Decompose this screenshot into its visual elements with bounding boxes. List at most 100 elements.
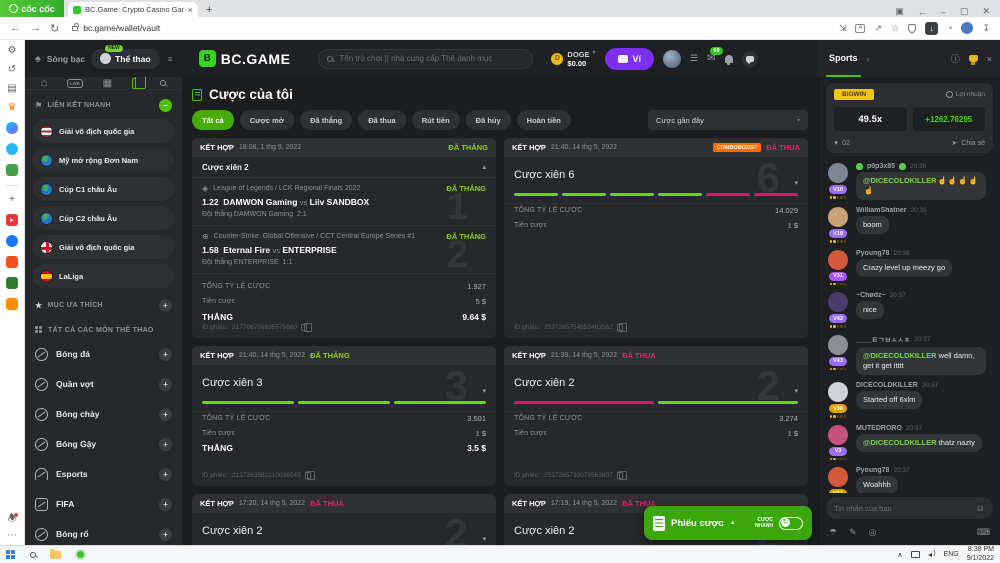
bookmark-star-icon[interactable]: ☆ <box>890 22 900 33</box>
chat-toggle-button[interactable] <box>741 50 758 67</box>
bet-card-expanded[interactable]: KẾT HỢP 18:08, 1 thg 9, 2022 ĐÃ THẮNG Cư… <box>192 138 496 338</box>
notifications-bell-icon[interactable]: 🕭 <box>7 513 19 524</box>
live-tab[interactable]: LIVE <box>67 78 84 88</box>
quick-link-item[interactable]: Mỹ mở rộng Đơn Nam <box>33 148 174 172</box>
emoji-smiley-icon[interactable]: ☺ <box>975 503 985 513</box>
network-icon[interactable] <box>910 551 920 558</box>
hot-crown-icon[interactable]: ♛ <box>7 102 17 113</box>
username[interactable]: DICECOLDKILLER <box>856 382 918 389</box>
expand-icon[interactable]: ▾ <box>794 388 798 395</box>
reload-icon[interactable]: ↻ <box>50 22 60 35</box>
expand-sport-button[interactable]: + <box>159 527 172 541</box>
send-to-device-icon[interactable]: ⇲ <box>838 22 847 33</box>
shared-win-card[interactable]: BIGWIN Lợi nhuận 49.5x +1262.76295 ♥ 02 … <box>826 83 993 153</box>
messenger-icon[interactable] <box>6 122 18 134</box>
username[interactable]: MUTEDRORO <box>856 424 902 432</box>
expand-sport-button[interactable]: + <box>159 497 172 511</box>
expand-sport-button[interactable]: + <box>159 407 172 421</box>
filter-pill[interactable]: Rút tiền <box>411 110 460 130</box>
expand-sport-button[interactable]: + <box>159 467 172 481</box>
more-dots-icon[interactable]: ⋯ <box>7 530 17 541</box>
casino-mode-label[interactable]: Sòng bạc <box>46 53 86 64</box>
screenshot-icon[interactable]: ▣ <box>895 6 904 16</box>
inbox-mail-icon[interactable]: ✉ 99 <box>707 47 723 64</box>
close-button[interactable]: ✕ <box>982 6 990 16</box>
menu-hamburger-icon[interactable]: ≡ <box>167 53 173 64</box>
bet-card[interactable]: KẾT HỢP 21:39, 14 thg 5, 2022 ĐÃ THUA Cư… <box>504 346 808 486</box>
balance-selector[interactable]: D DOGE ▾ $0.00 <box>551 50 596 68</box>
sidebar-search-icon[interactable] <box>160 80 167 86</box>
my-bets-icon[interactable] <box>131 77 146 89</box>
quick-link-item[interactable]: LaLiga <box>33 264 174 288</box>
sports-mode-toggle[interactable]: Thể thao NEW <box>91 44 160 69</box>
browser-profile-avatar[interactable] <box>961 22 974 34</box>
avatar[interactable] <box>828 249 848 270</box>
download-active-icon[interactable]: ↓ <box>925 21 939 35</box>
adblock-shield-icon[interactable] <box>908 23 917 33</box>
tab-sports[interactable]: Sports <box>826 40 861 77</box>
add-shortcut-icon[interactable]: + <box>9 194 15 205</box>
cart-icon[interactable] <box>6 298 18 310</box>
rain-tip-icon[interactable]: ☂ <box>829 526 838 537</box>
heart-icon[interactable]: ♥ <box>834 139 839 147</box>
share-button[interactable]: ➤ Chia sẻ <box>951 139 985 148</box>
account-menu-icon[interactable]: ☰ <box>690 53 699 63</box>
expand-sport-button[interactable]: + <box>159 347 172 361</box>
avatar[interactable] <box>828 292 848 313</box>
betslip-button[interactable]: Phiếu cược ▲ CƯỢC NHANH <box>644 506 812 540</box>
volume-icon[interactable] <box>927 550 936 558</box>
copy-icon[interactable] <box>304 470 316 480</box>
close-panel-icon[interactable]: × <box>986 53 992 64</box>
sidebar-sport-item[interactable]: Bóng đá + <box>25 339 182 369</box>
avatar[interactable] <box>828 163 848 183</box>
quick-link-item[interactable]: Giải vô địch quốc gia <box>33 119 174 143</box>
quick-link-item[interactable]: Cúp C2 châu Âu <box>33 206 174 230</box>
username[interactable]: ~Chødz~ <box>856 292 886 300</box>
history-icon[interactable]: ↺ <box>7 64 17 75</box>
zalo-icon[interactable] <box>6 143 18 155</box>
coin-drop-icon[interactable]: ◎ <box>868 526 877 537</box>
quick-link-item[interactable]: Giải vô địch quốc gia <box>33 235 174 259</box>
browser-tab[interactable]: BC.Game: Crypto Casino Gan × <box>68 2 198 17</box>
tray-expand-icon[interactable]: ∧ <box>897 551 903 559</box>
filter-pill[interactable]: Cược mở <box>239 110 295 130</box>
copy-icon[interactable] <box>616 470 628 480</box>
settings-gear-icon[interactable]: ⚙ <box>7 45 17 56</box>
sidebar-sport-item[interactable]: FIFA + <box>25 489 182 519</box>
quick-link-item[interactable]: Cúp C1 châu Âu <box>33 177 174 201</box>
avatar[interactable] <box>828 424 848 445</box>
bell-icon[interactable] <box>724 54 733 65</box>
lottery-icon[interactable] <box>6 277 18 289</box>
expand-sport-button[interactable]: + <box>159 377 172 391</box>
expand-icon[interactable]: ▾ <box>482 536 486 543</box>
new-tab-button[interactable]: + <box>206 4 213 16</box>
start-button[interactable] <box>6 549 16 560</box>
trophy-icon[interactable] <box>968 55 978 65</box>
home-icon[interactable]: ⌂ <box>40 77 48 89</box>
add-favorite-button[interactable]: + <box>159 299 172 312</box>
avatar[interactable] <box>828 467 848 487</box>
info-icon[interactable]: ⓘ <box>950 54 960 64</box>
sidebar-sport-item[interactable]: Esports + <box>25 459 182 489</box>
taskbar-search-icon[interactable] <box>30 551 36 558</box>
expand-icon[interactable]: ▾ <box>794 180 798 187</box>
username[interactable]: p0p3x85 <box>867 163 896 170</box>
maximize-button[interactable]: ▢ <box>959 6 969 16</box>
bet-card[interactable]: KẾT HỢP 21:40, 14 thg 5, 2022 COMBOBOOST… <box>504 138 808 338</box>
sidebar-sport-item[interactable]: Bóng chày + <box>25 399 182 429</box>
coccoc-brand-button[interactable]: cốc cốc <box>0 0 64 17</box>
shopee-icon[interactable] <box>6 256 18 268</box>
quick-bet-toggle[interactable] <box>779 516 803 530</box>
copy-icon[interactable] <box>301 322 312 332</box>
tab-close-icon[interactable]: × <box>187 4 193 15</box>
reopen-tab-icon[interactable]: ← <box>917 6 927 17</box>
collapse-icon[interactable]: ▴ <box>482 164 486 171</box>
collapse-quick-links-button[interactable]: − <box>159 99 172 112</box>
coccoc-taskbar-icon[interactable] <box>75 549 86 560</box>
avatar[interactable] <box>828 207 848 228</box>
chat-message-input[interactable]: Tin nhắn của bạn ☺ <box>826 497 993 519</box>
facebook-icon[interactable] <box>6 235 18 247</box>
copy-icon[interactable] <box>616 322 628 332</box>
chevron-right-icon[interactable]: › <box>866 53 870 64</box>
filter-pill[interactable]: Hoàn tiền <box>516 110 571 130</box>
